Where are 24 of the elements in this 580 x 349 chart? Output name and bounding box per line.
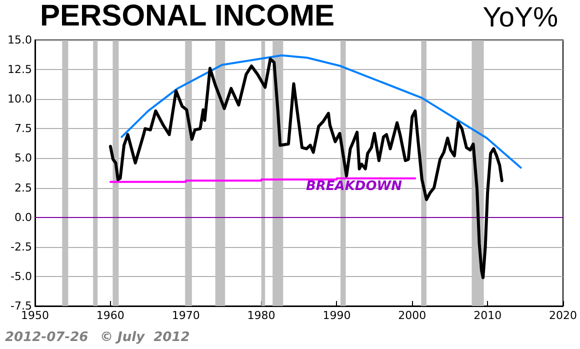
y-tick-label: 15.0	[8, 34, 32, 46]
x-tick-label: 2000	[398, 309, 426, 322]
annotation: BREAKDOWN	[306, 179, 402, 194]
line-series	[120, 54, 522, 169]
x-tick-label: 1980	[247, 309, 276, 322]
x-tick-label: 1970	[172, 309, 200, 322]
x-tick-label: 2020	[549, 309, 577, 322]
y-tick-label: 12.5	[8, 63, 32, 76]
line-series	[108, 57, 504, 280]
y-tick-label: 10.0	[8, 92, 32, 106]
text: 2012-07-26	[5, 330, 88, 345]
y-tick-label: 5.0	[14, 152, 32, 165]
x-tick-label: 1950	[21, 309, 49, 322]
x-tick-label: 2010	[474, 309, 502, 322]
chart-title: PERSONAL INCOME	[40, 0, 334, 32]
y-tick-label: -5.0	[10, 270, 32, 283]
y-tick-label: 2.5	[14, 181, 32, 194]
text: © July 2012	[100, 330, 190, 345]
y-tick-label: -2.5	[10, 240, 32, 254]
y-tick-label: 7.5	[14, 122, 32, 136]
chart-subtitle: YoY%	[482, 2, 558, 32]
x-tick-label: 1960	[96, 309, 124, 322]
x-tick-label: 1990	[322, 309, 351, 322]
y-tick-label: 0.0	[14, 210, 32, 224]
